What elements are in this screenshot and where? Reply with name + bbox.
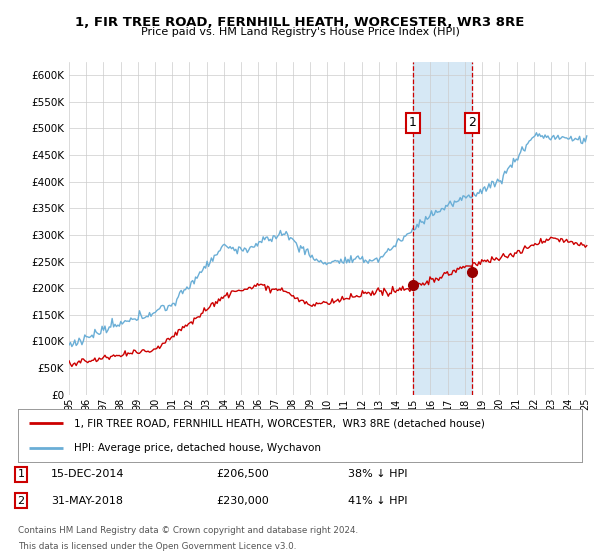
Text: 41% ↓ HPI: 41% ↓ HPI: [348, 496, 407, 506]
Text: 38% ↓ HPI: 38% ↓ HPI: [348, 469, 407, 479]
Text: £230,000: £230,000: [216, 496, 269, 506]
Text: This data is licensed under the Open Government Licence v3.0.: This data is licensed under the Open Gov…: [18, 542, 296, 550]
Text: 15-DEC-2014: 15-DEC-2014: [51, 469, 125, 479]
Bar: [413, 62, 472, 395]
Text: £206,500: £206,500: [216, 469, 269, 479]
Text: Contains HM Land Registry data © Crown copyright and database right 2024.: Contains HM Land Registry data © Crown c…: [18, 526, 358, 535]
Text: 31-MAY-2018: 31-MAY-2018: [51, 496, 123, 506]
Text: 1: 1: [17, 469, 25, 479]
Text: 2: 2: [17, 496, 25, 506]
Text: 1: 1: [409, 116, 416, 129]
Text: HPI: Average price, detached house, Wychavon: HPI: Average price, detached house, Wych…: [74, 442, 322, 452]
Text: 1, FIR TREE ROAD, FERNHILL HEATH, WORCESTER, WR3 8RE: 1, FIR TREE ROAD, FERNHILL HEATH, WORCES…: [76, 16, 524, 29]
Text: Price paid vs. HM Land Registry's House Price Index (HPI): Price paid vs. HM Land Registry's House …: [140, 27, 460, 37]
Text: 2: 2: [468, 116, 476, 129]
Text: 1, FIR TREE ROAD, FERNHILL HEATH, WORCESTER,  WR3 8RE (detached house): 1, FIR TREE ROAD, FERNHILL HEATH, WORCES…: [74, 418, 485, 428]
